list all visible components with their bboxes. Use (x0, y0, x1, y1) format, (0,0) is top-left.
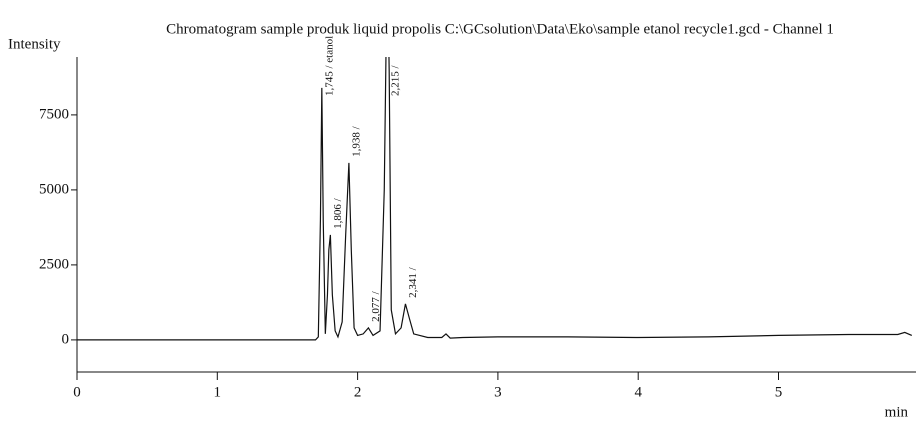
x-axis-label: min (885, 404, 909, 420)
peak-label: 2,341 / (407, 266, 419, 298)
x-tick-label: 5 (775, 384, 783, 400)
x-tick-label: 4 (634, 384, 642, 400)
plot-area (77, 57, 913, 341)
peak-label: 2,077 / (370, 290, 382, 322)
x-tick-label: 2 (354, 384, 362, 400)
x-tick-label: 3 (494, 384, 502, 400)
x-tick-label: 0 (73, 384, 81, 400)
peak-label: 1,938 / (350, 125, 362, 157)
y-tick-label: 0 (62, 331, 70, 347)
peak-label: 2,215 / (389, 65, 401, 97)
y-axis-label: Intensity (8, 36, 61, 52)
x-tick-label: 1 (214, 384, 222, 400)
y-tick-label: 2500 (39, 256, 69, 272)
chart-title: Chromatogram sample produk liquid propol… (166, 21, 834, 37)
trace (77, 57, 913, 341)
y-tick-label: 5000 (39, 181, 69, 197)
peak-label: 1,745 / etanol (323, 36, 335, 96)
y-tick-label: 7500 (39, 106, 69, 122)
peak-label: 1,806 / (332, 197, 344, 229)
